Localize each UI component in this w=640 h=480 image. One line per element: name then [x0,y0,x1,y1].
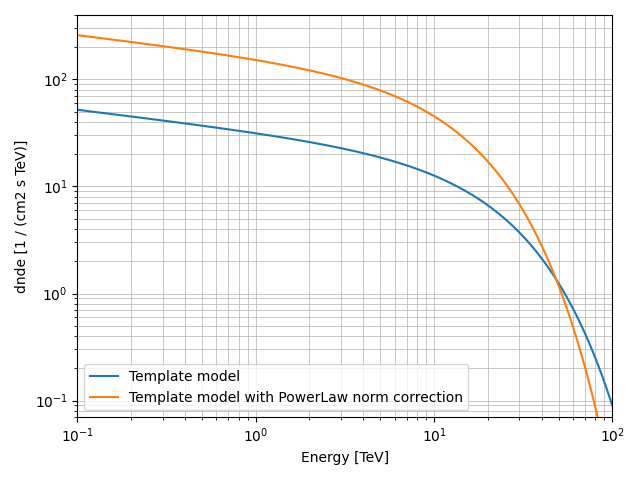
Template model [500,216,508,221]
Template model [74,107,81,113]
Template model [309,140,317,145]
Line: Template model: Template model [77,110,612,406]
Line: Template model with PowerLaw norm correction: Template model with PowerLaw norm correc… [77,35,612,480]
Template model with PowerLaw norm correction [309,68,317,74]
Template model [441,178,449,183]
Legend: Template model, Template model with PowerLaw norm correction: Template model, Template model with Powe… [84,364,468,410]
Template model with PowerLaw norm correction [290,64,298,70]
Template model with PowerLaw norm correction [128,39,136,45]
Template model [491,207,499,213]
Y-axis label: dnde [1 / (cm2 s TeV)]: dnde [1 / (cm2 s TeV)] [15,139,29,293]
X-axis label: Energy [TeV]: Energy [TeV] [301,451,389,465]
Template model with PowerLaw norm correction [500,179,508,185]
Template model [128,114,136,120]
Template model [290,136,298,142]
Template model with PowerLaw norm correction [441,120,449,126]
Template model with PowerLaw norm correction [491,167,499,172]
Template model with PowerLaw norm correction [74,32,81,38]
Template model [609,403,616,409]
